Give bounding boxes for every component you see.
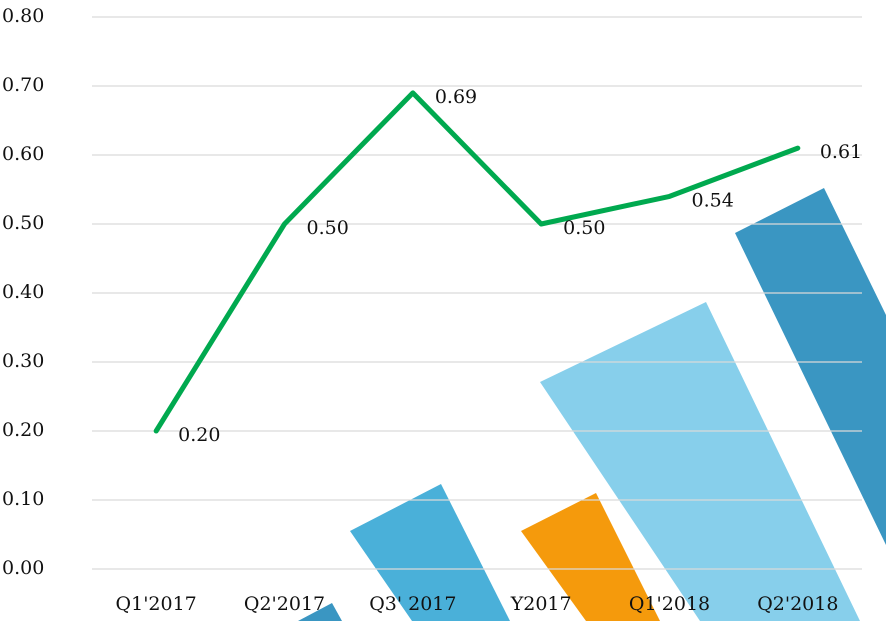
x-tick-label: Q2'2018 xyxy=(757,593,838,615)
decor-shape xyxy=(521,493,660,621)
x-tick-label: Q2'2017 xyxy=(244,593,325,615)
y-tick-label: 0.30 xyxy=(2,350,44,372)
x-tick-label: Q1'2017 xyxy=(116,593,197,615)
decor-shape xyxy=(735,188,886,545)
data-label: 0.50 xyxy=(563,217,605,239)
decor-shape xyxy=(540,302,860,621)
decor-shape xyxy=(350,484,510,621)
y-tick-label: 0.80 xyxy=(2,5,44,27)
data-label: 0.20 xyxy=(178,424,220,446)
y-tick-label: 0.40 xyxy=(2,281,44,303)
data-label: 0.61 xyxy=(820,141,862,163)
y-tick-label: 0.50 xyxy=(2,212,44,234)
decoration xyxy=(298,188,886,621)
x-tick-label: Q3' 2017 xyxy=(369,593,456,615)
x-tick-label: Q1'2018 xyxy=(629,593,710,615)
y-tick-label: 0.20 xyxy=(2,419,44,441)
line-series xyxy=(153,90,801,434)
x-tick-label: Y2017 xyxy=(510,593,572,615)
y-tick-label: 0.60 xyxy=(2,143,44,165)
data-label: 0.69 xyxy=(435,86,477,108)
data-label: 0.50 xyxy=(307,217,349,239)
data-label: 0.54 xyxy=(692,189,734,211)
y-tick-label: 0.00 xyxy=(2,557,44,579)
y-tick-label: 0.70 xyxy=(2,74,44,96)
decor-shape xyxy=(298,603,342,621)
y-tick-label: 0.10 xyxy=(2,488,44,510)
